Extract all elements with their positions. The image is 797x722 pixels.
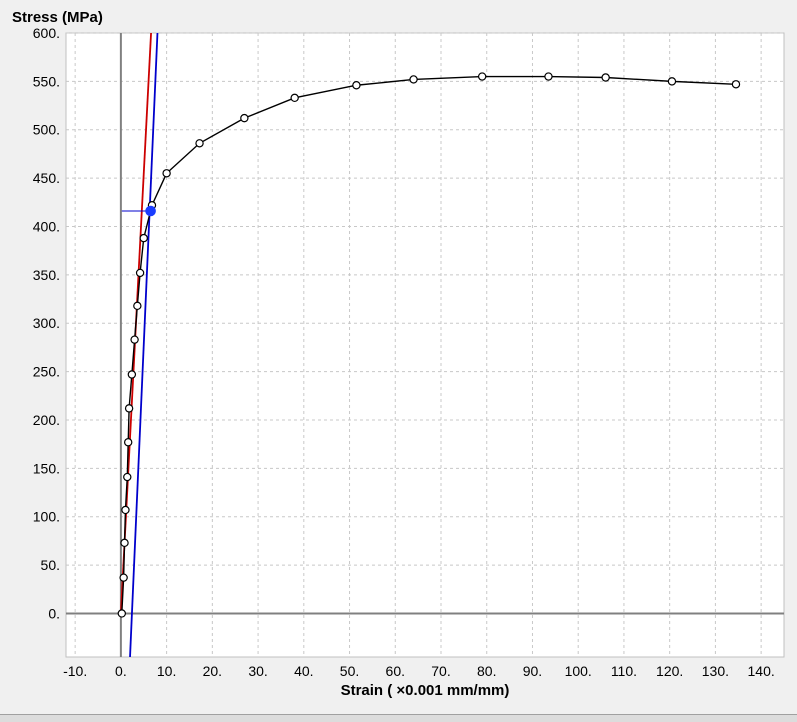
data-point	[139, 233, 148, 243]
data-point	[667, 77, 677, 86]
y-tick-label: 200.	[33, 412, 60, 428]
data-point	[133, 301, 142, 311]
data-point	[124, 404, 134, 413]
data-point	[123, 438, 133, 447]
x-tick-label: 20.	[203, 663, 222, 679]
series-line	[121, 75, 737, 614]
x-tick-label: 90.	[523, 663, 542, 679]
data-point	[352, 81, 361, 90]
data-point	[130, 335, 139, 344]
data-series	[117, 72, 741, 618]
data-point	[120, 538, 129, 548]
x-tick-label: 100.	[565, 663, 592, 679]
data-point	[409, 75, 418, 84]
y-tick-label: 600.	[33, 25, 60, 41]
data-point	[195, 139, 204, 148]
x-axis-title: Strain ( ×0.001 mm/mm)	[341, 682, 510, 699]
y-tick-label: 150.	[33, 460, 60, 476]
grid-lines	[66, 32, 784, 657]
data-point	[240, 113, 249, 123]
y-tick-label: 500.	[33, 122, 60, 138]
x-tick-label: -10.	[63, 663, 87, 679]
y-tick-label: 350.	[33, 267, 60, 283]
x-tick-label: 70.	[431, 663, 450, 679]
data-point	[119, 573, 128, 582]
x-tick-label: 40.	[294, 663, 313, 679]
x-tick-label: 120.	[656, 663, 683, 679]
data-point	[123, 472, 132, 482]
plot-area	[65, 32, 785, 658]
data-point	[731, 80, 741, 89]
x-tick-labels: -10. 0. 10. 20. 30. 40. 50. 60. 70. 80. 90. 100. 110…	[63, 663, 775, 679]
data-point	[135, 268, 145, 278]
data-point	[127, 370, 137, 379]
x-tick-label: 10.	[157, 663, 176, 679]
y-tick-labels: 0. 50. 100. 150. 200. 250. 300. 350. 400. 450. 500…	[33, 25, 60, 621]
y-tick-label: 0.	[48, 605, 60, 621]
x-tick-label: 80.	[477, 663, 496, 679]
status-bar	[0, 714, 797, 722]
data-point	[477, 72, 487, 81]
x-tick-label: 130.	[702, 663, 729, 679]
x-tick-label: 60.	[386, 663, 405, 679]
data-point	[121, 505, 130, 515]
x-tick-label: 0.	[115, 663, 127, 679]
y-tick-label: 300.	[33, 315, 60, 331]
blue-offset-line	[129, 33, 159, 657]
zero-axes	[66, 33, 784, 657]
data-point	[117, 609, 126, 618]
y-tick-label: 450.	[33, 170, 60, 186]
x-tick-label: 110.	[611, 663, 637, 679]
data-point	[162, 169, 171, 178]
data-point	[290, 93, 299, 103]
yield-point-marker	[145, 205, 156, 217]
x-tick-label: 140.	[748, 663, 775, 679]
y-axis-title: Stress (MPa)	[12, 9, 103, 26]
y-tick-label: 550.	[33, 73, 60, 89]
y-tick-label: 100.	[33, 509, 60, 525]
y-tick-label: 400.	[33, 218, 60, 234]
data-point	[544, 72, 553, 81]
data-point	[601, 73, 610, 82]
x-tick-label: 50.	[340, 663, 359, 679]
y-tick-label: 250.	[33, 364, 60, 380]
y-tick-label: 50.	[41, 557, 60, 573]
x-tick-label: 30.	[248, 663, 267, 679]
